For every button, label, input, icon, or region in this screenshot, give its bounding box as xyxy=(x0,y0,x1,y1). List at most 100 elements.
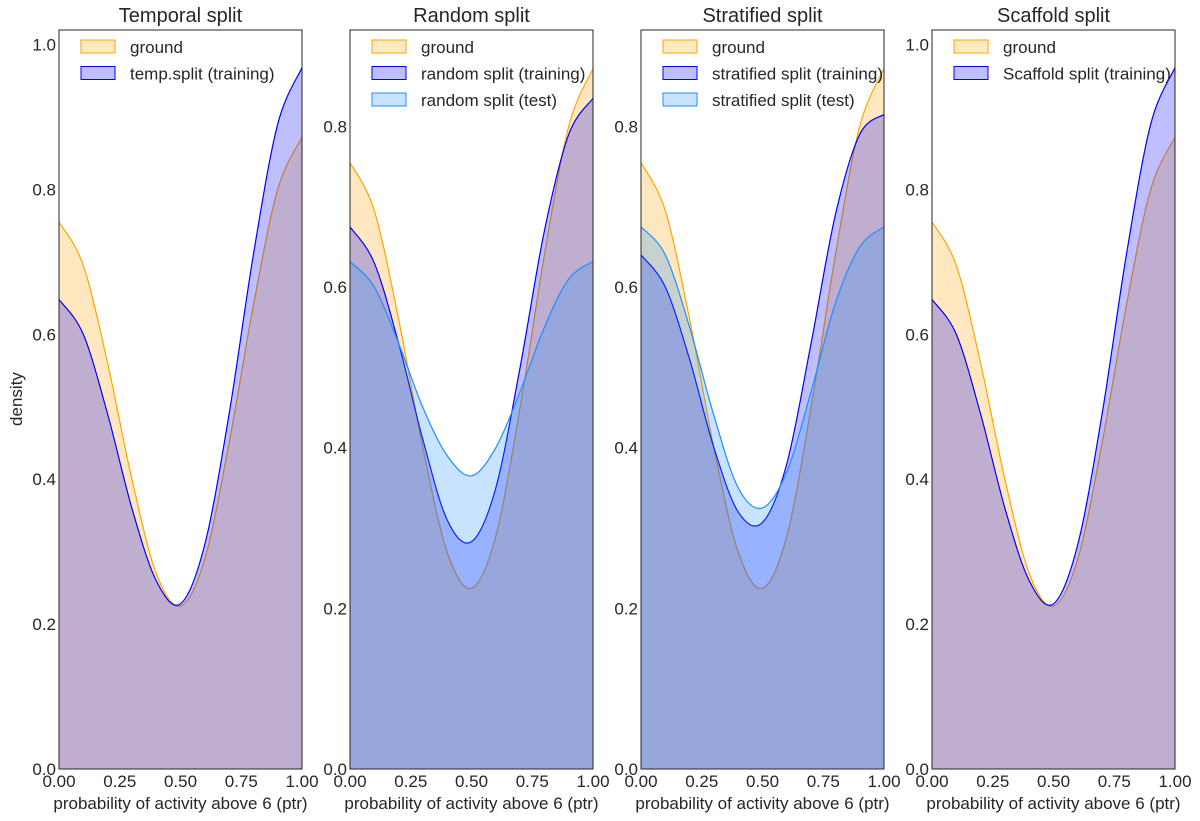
x-tick-label: 0.50 xyxy=(1037,772,1070,791)
x-tick-label: 0.75 xyxy=(225,772,258,791)
x-tick-label: 0.00 xyxy=(333,772,366,791)
x-tick-label: 1.00 xyxy=(1158,772,1191,791)
legend-label: Scaffold split (training) xyxy=(1003,65,1171,84)
subplot-title: Temporal split xyxy=(119,5,243,27)
y-tick-label: 0.0 xyxy=(32,760,56,779)
legend-label: ground xyxy=(421,38,474,57)
legend-label: ground xyxy=(1003,38,1056,57)
x-tick-label: 0.75 xyxy=(807,772,840,791)
legend: ground random split (training) random spli… xyxy=(371,38,585,110)
plot-frame xyxy=(931,29,1176,770)
series-group xyxy=(932,67,1175,769)
subplot-2: Random split 0.00 0.25 0.50 0.75 1.00 0.0 0.2 0.… xyxy=(323,5,609,813)
y-tick-label: 0.8 xyxy=(32,180,56,199)
series-line-3 xyxy=(641,226,884,510)
subplot-3: Stratified split 0.00 0.25 0.50 0.75 1.00 0.0 0… xyxy=(614,5,900,813)
x-tick-label: 0.50 xyxy=(746,772,779,791)
y-tick-label: 0.4 xyxy=(323,439,347,458)
x-tick-label: 0.50 xyxy=(455,772,488,791)
legend-swatch xyxy=(371,92,407,107)
legend-label: ground xyxy=(130,38,183,57)
legend: ground Scaffold split (training) xyxy=(953,38,1171,84)
y-tick-label: 0.2 xyxy=(32,615,56,634)
y-tick-label: 0.0 xyxy=(905,760,929,779)
y-tick-label: 0.2 xyxy=(323,599,347,618)
series-line-3 xyxy=(350,260,593,477)
y-tick-label: 0.6 xyxy=(32,325,56,344)
x-axis-label: probability of activity above 6 (ptr) xyxy=(635,794,889,813)
legend-swatch xyxy=(371,66,407,80)
series-area-1 xyxy=(350,68,593,769)
series-line-2 xyxy=(641,113,884,527)
y-tick-label: 0.8 xyxy=(614,117,638,136)
x-tick-label: 0.00 xyxy=(915,772,948,791)
x-axis-label: probability of activity above 6 (ptr) xyxy=(53,794,307,813)
subplot-4: Scaffold split 0.00 0.25 0.50 0.75 1.00 0.0 0.2… xyxy=(905,5,1191,813)
y-tick-label: 0.2 xyxy=(905,615,929,634)
y-tick-label: 0.6 xyxy=(323,278,347,297)
legend: ground temp.split (training) xyxy=(80,38,275,84)
y-tick-label: 0.8 xyxy=(905,180,929,199)
subplot-title: Scaffold split xyxy=(997,5,1110,27)
legend-swatch xyxy=(662,66,698,80)
series-area-1 xyxy=(59,137,302,769)
y-tick-label: 0.4 xyxy=(614,439,638,458)
x-tick-label: 0.25 xyxy=(685,772,718,791)
series-area-3 xyxy=(350,261,593,769)
x-tick-label: 0.50 xyxy=(164,772,197,791)
x-tick-label: 0.75 xyxy=(516,772,549,791)
x-tick-label: 1.00 xyxy=(576,772,609,791)
x-tick-label: 0.00 xyxy=(42,772,75,791)
x-tick-label: 0.25 xyxy=(103,772,136,791)
legend-swatch xyxy=(662,39,698,54)
series-group xyxy=(641,68,884,769)
legend-label: stratified split (test) xyxy=(712,91,855,110)
plot-frame xyxy=(640,29,885,770)
legend-label: random split (test) xyxy=(421,91,557,110)
series-line-2 xyxy=(59,67,302,606)
x-axis-label: probability of activity above 6 (ptr) xyxy=(926,794,1180,813)
y-tick-label: 0.8 xyxy=(323,117,347,136)
panels: Temporal split 0.00 0.25 0.50 0.75 1.00 0.0 0.2… xyxy=(32,5,1191,813)
legend-label: stratified split (training) xyxy=(712,65,883,84)
subplot-title: Random split xyxy=(413,5,530,27)
legend-swatch xyxy=(371,39,407,54)
legend-swatch xyxy=(80,39,116,54)
series-line-1 xyxy=(350,68,593,590)
y-tick-label: 0.4 xyxy=(905,470,929,489)
x-tick-label: 0.75 xyxy=(1098,772,1131,791)
x-tick-label: 1.00 xyxy=(867,772,900,791)
series-line-1 xyxy=(641,68,884,590)
legend-swatch xyxy=(953,66,989,80)
x-tick-label: 0.25 xyxy=(394,772,427,791)
series-line-2 xyxy=(350,97,593,544)
y-tick-label: 1.0 xyxy=(32,35,56,54)
series-area-3 xyxy=(641,226,884,769)
x-tick-label: 0.00 xyxy=(624,772,657,791)
legend-swatch xyxy=(80,66,116,80)
legend-label: temp.split (training) xyxy=(130,65,275,84)
series-line-1 xyxy=(932,136,1175,607)
y-tick-label: 0.4 xyxy=(32,470,56,489)
y-axis-label: density xyxy=(7,372,26,426)
plot-frame xyxy=(58,29,303,770)
y-tick-label: 0.6 xyxy=(905,325,929,344)
x-axis-label: probability of activity above 6 (ptr) xyxy=(344,794,598,813)
series-area-2 xyxy=(350,98,593,769)
y-tick-label: 0.6 xyxy=(614,278,638,297)
legend-swatch xyxy=(953,39,989,54)
y-tick-label: 0.0 xyxy=(614,760,638,779)
y-tick-label: 0.0 xyxy=(323,760,347,779)
x-tick-label: 0.25 xyxy=(976,772,1009,791)
series-group xyxy=(59,67,302,769)
subplot-1: Temporal split 0.00 0.25 0.50 0.75 1.00 0.0 0.2… xyxy=(32,5,318,813)
plot-frame xyxy=(349,29,594,770)
series-area-1 xyxy=(932,137,1175,769)
x-tick-label: 1.00 xyxy=(285,772,318,791)
legend: ground stratified split (training) stratif… xyxy=(662,38,883,110)
series-area-2 xyxy=(932,67,1175,769)
series-line-1 xyxy=(59,136,302,607)
legend-label: random split (training) xyxy=(421,65,585,84)
series-line-2 xyxy=(932,67,1175,606)
